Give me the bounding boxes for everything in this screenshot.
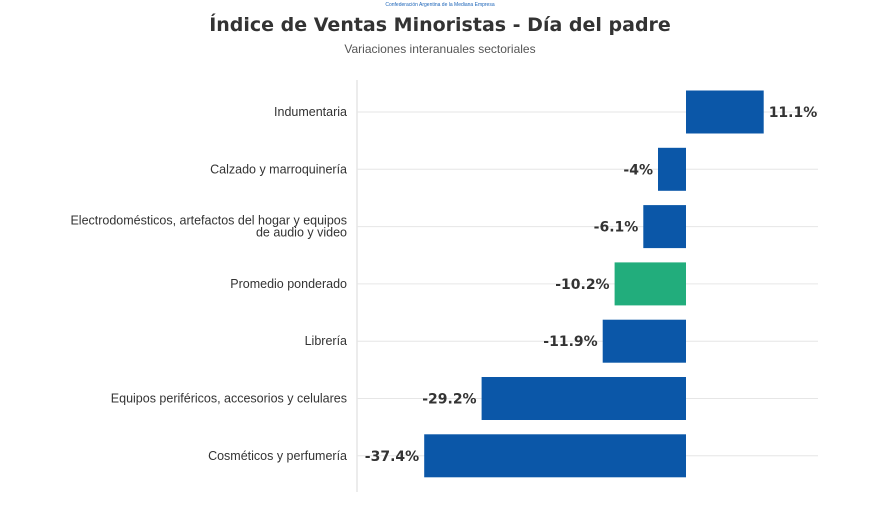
bar <box>658 147 686 191</box>
category-label: Cosméticos y perfumería <box>208 449 347 463</box>
value-label: -37.4% <box>365 449 419 465</box>
value-label: -6.1% <box>594 220 639 236</box>
brand-text: Confederación Argentina de la Mediana Em… <box>385 2 495 8</box>
bar <box>602 319 686 363</box>
bar <box>614 262 686 306</box>
bar <box>643 205 686 249</box>
value-label: -4% <box>623 162 653 178</box>
bar <box>424 434 686 478</box>
value-label: -10.2% <box>555 277 609 293</box>
value-label: 11.1% <box>769 105 818 121</box>
bar <box>686 90 764 134</box>
category-label: Promedio ponderado <box>230 277 347 291</box>
category-label: Librería <box>305 334 347 348</box>
chart-subtitle: Variaciones interanuales sectoriales <box>344 42 536 56</box>
value-label: -11.9% <box>543 334 597 350</box>
value-label: -29.2% <box>422 392 476 408</box>
category-label: Calzado y marroquinería <box>210 162 347 176</box>
chart-title: Índice de Ventas Minoristas - Día del pa… <box>209 14 671 36</box>
category-label: Equipos periféricos, accesorios y celula… <box>111 392 347 406</box>
category-label: Indumentaria <box>274 105 347 119</box>
bar <box>481 377 686 420</box>
category-label: Electrodomésticos, artefactos del hogar … <box>70 214 347 240</box>
